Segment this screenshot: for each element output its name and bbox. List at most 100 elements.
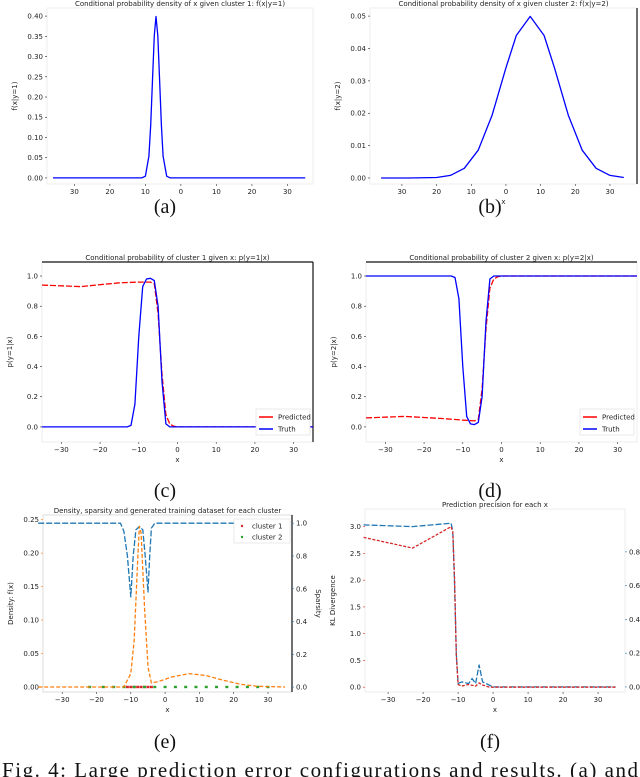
y-tick-label: 0.03 bbox=[350, 77, 366, 85]
x-tick-label: −10 bbox=[123, 696, 138, 704]
subfigure-label: (f) bbox=[480, 731, 500, 753]
y-tick-label: 0.15 bbox=[27, 114, 43, 122]
scatter-point-cluster-2 bbox=[256, 685, 260, 689]
chart-d: Conditional probability of cluster 2 giv… bbox=[330, 254, 638, 502]
subfigure-label: (c) bbox=[154, 480, 176, 502]
y-tick-label: 0.5 bbox=[350, 657, 361, 665]
y-tick-label: 0.4 bbox=[351, 363, 363, 371]
chart-title: Conditional probability density of x giv… bbox=[75, 0, 285, 8]
scatter-point-cluster-2 bbox=[235, 685, 239, 689]
chart-b: Conditional probability density of x giv… bbox=[334, 0, 638, 218]
legend-label: cluster 2 bbox=[252, 534, 283, 542]
x-tick-label: 0 bbox=[491, 696, 495, 704]
scatter-point-cluster-2 bbox=[173, 685, 177, 689]
scatter-point-cluster-2 bbox=[184, 685, 188, 689]
chart-a: Conditional probability density of x giv… bbox=[11, 0, 314, 218]
y-tick-label: 0.20 bbox=[27, 94, 43, 102]
legend-box bbox=[255, 408, 311, 436]
x-tick-label: 30 bbox=[289, 446, 298, 454]
x-tick-label: −30 bbox=[55, 696, 70, 704]
series-line-predicted bbox=[365, 275, 637, 422]
x-tick-label: 20 bbox=[432, 188, 441, 196]
x-tick-label: 20 bbox=[559, 696, 568, 704]
scatter-point-cluster-2 bbox=[143, 685, 147, 689]
y-tick-label: 0.30 bbox=[27, 53, 43, 61]
plot-frame bbox=[46, 7, 314, 185]
y-tick-label: 0.10 bbox=[27, 134, 43, 142]
x-tick-label: 0 bbox=[504, 188, 508, 196]
y-tick-label: 0.4 bbox=[27, 363, 39, 371]
legend: Predicted Truth bbox=[255, 408, 311, 436]
subfigure-label: (d) bbox=[478, 480, 501, 502]
y-tick-label: 0.40 bbox=[27, 13, 43, 21]
y-axis-label: f(x|y=2) bbox=[334, 81, 342, 110]
x-tick-label: −20 bbox=[417, 446, 432, 454]
chart-f: Prediction precision for each x −30 −20 −10… bbox=[329, 501, 640, 753]
y-tick-label: 0.8 bbox=[351, 303, 362, 311]
y-tick-label: 0.2 bbox=[351, 393, 362, 401]
scatter-point-cluster-2 bbox=[245, 685, 249, 689]
y-right-tick-label: 0.8 bbox=[629, 548, 640, 556]
y-tick-label: 0.10 bbox=[23, 617, 39, 625]
x-tick-label: 30 bbox=[264, 696, 273, 704]
x-tick-label: −30 bbox=[381, 696, 396, 704]
y-tick-label: 1.0 bbox=[27, 273, 38, 281]
series-line-truth bbox=[42, 277, 313, 428]
y-tick-label: 0.02 bbox=[350, 110, 366, 118]
y-right-tick-label: 0.0 bbox=[296, 684, 307, 692]
x-tick-label: 0 bbox=[179, 188, 183, 196]
x-tick-label: −10 bbox=[451, 696, 466, 704]
subfigure-label: (e) bbox=[154, 731, 176, 753]
y-tick-label: 0.25 bbox=[27, 73, 43, 81]
y-right-tick-label: 0.6 bbox=[629, 582, 640, 590]
y-right-axis-label: Sparsity bbox=[314, 589, 322, 618]
x-tick-label: 10 bbox=[212, 188, 221, 196]
x-tick-label: 10 bbox=[536, 188, 545, 196]
y-axis-label: p(y=2|x) bbox=[330, 336, 338, 367]
y-tick-label: 0.0 bbox=[350, 684, 361, 692]
y-right-tick-label: 0.2 bbox=[296, 651, 307, 659]
legend-marker bbox=[240, 535, 244, 539]
y-axis-label: KL Divergence bbox=[329, 575, 337, 626]
y-tick-label: 0.05 bbox=[27, 154, 43, 162]
scatter-point-cluster-2 bbox=[204, 685, 208, 689]
plot-frame bbox=[364, 508, 626, 693]
legend: cluster 1 cluster 2 bbox=[233, 518, 291, 544]
scatter-point-cluster-2 bbox=[132, 685, 136, 689]
legend-marker bbox=[240, 524, 244, 528]
scatter-point-cluster-2 bbox=[225, 685, 229, 689]
scatter-point-cluster-2 bbox=[215, 685, 219, 689]
y-right-tick-label: 0.6 bbox=[296, 585, 308, 593]
y-tick-label: 1.5 bbox=[350, 603, 361, 611]
y-tick-label: 0.6 bbox=[351, 333, 363, 341]
subfigure-label: (a) bbox=[154, 196, 176, 218]
y-tick-label: 1.0 bbox=[350, 630, 361, 638]
y-tick-label: 0.00 bbox=[23, 683, 39, 691]
x-tick-label: −30 bbox=[378, 446, 393, 454]
scatter-point-cluster-1 bbox=[136, 685, 140, 689]
x-tick-label: 20 bbox=[105, 188, 114, 196]
legend-box bbox=[233, 518, 291, 544]
y-tick-label: 2.5 bbox=[350, 550, 361, 558]
x-tick-label: 10 bbox=[524, 696, 533, 704]
x-tick-label: 0 bbox=[163, 696, 167, 704]
x-tick-label: 0 bbox=[175, 446, 179, 454]
y-right-tick-label: 0.8 bbox=[296, 552, 307, 560]
y-tick-label: 0.20 bbox=[23, 550, 39, 558]
x-tick-label: 30 bbox=[613, 446, 622, 454]
scatter-point-cluster-1 bbox=[146, 685, 150, 689]
y-tick-label: 0.05 bbox=[23, 650, 39, 658]
y-tick-label: 0.35 bbox=[27, 33, 43, 41]
chart-e: Density, sparsity and generated training… bbox=[7, 507, 322, 753]
y-tick-label: 0.04 bbox=[350, 45, 366, 53]
scatter-point-cluster-2 bbox=[153, 685, 157, 689]
x-tick-label: 10 bbox=[212, 446, 221, 454]
chart-c: Conditional probability of cluster 1 giv… bbox=[6, 254, 314, 502]
chart-title: Conditional probability of cluster 1 giv… bbox=[85, 254, 269, 262]
chart-title: Conditional probability of cluster 2 giv… bbox=[409, 254, 593, 262]
y-right-tick-label: 1.0 bbox=[296, 520, 307, 528]
x-axis-label: x bbox=[493, 706, 497, 714]
y-tick-label: 0.01 bbox=[350, 142, 366, 150]
x-tick-label: 20 bbox=[571, 188, 580, 196]
